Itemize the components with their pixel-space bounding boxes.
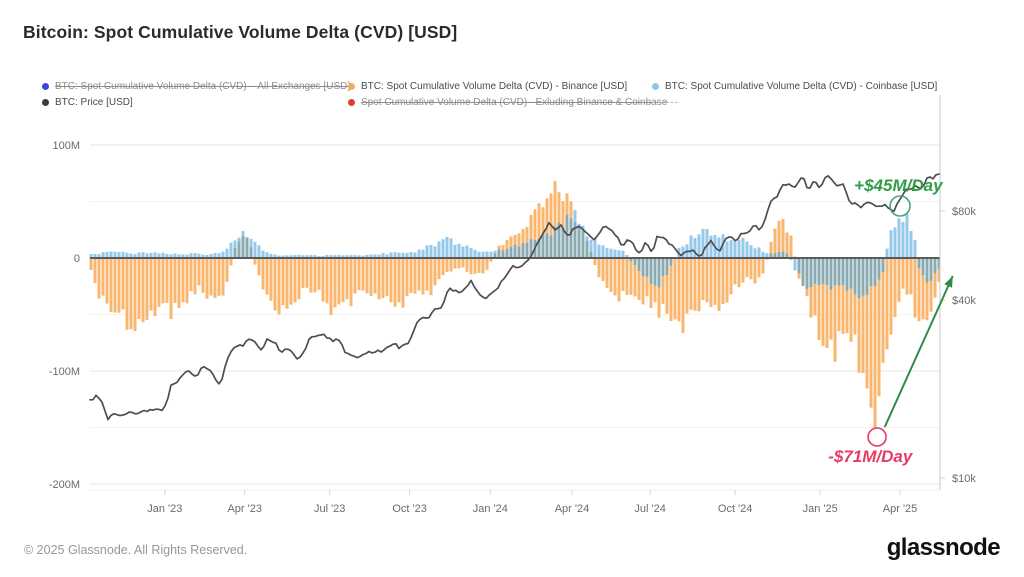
gridlines — [90, 144, 940, 485]
right-axis-label: $40k — [952, 295, 976, 307]
trend-arrow — [883, 275, 954, 428]
coinbase-cvd-bars — [89, 210, 941, 299]
page-title: Bitcoin: Spot Cumulative Volume Delta (C… — [23, 22, 458, 42]
legend-item-hidden-series[interactable] — [652, 95, 678, 109]
annotation-text: +$45M/Day — [854, 176, 944, 195]
annotations: +$45M/Day -$71M/Day — [828, 176, 954, 466]
left-axis-label: 100M — [52, 140, 80, 152]
left-axis-label: 0 — [74, 253, 80, 265]
legend-item-all-exchanges[interactable]: BTC: Spot Cumulative Volume Delta (CVD) … — [42, 79, 350, 93]
x-axis-label: Jan '25 — [803, 503, 838, 515]
legend-item-label: BTC: Spot Cumulative Volume Delta (CVD) … — [361, 80, 628, 92]
legend-item-coinbase[interactable]: BTC: Spot Cumulative Volume Delta (CVD) … — [652, 79, 937, 93]
x-axis-label: Apr '25 — [883, 503, 918, 515]
legend-item-label: BTC: Spot Cumulative Volume Delta (CVD) … — [55, 80, 351, 92]
legend-dot-icon — [42, 98, 49, 106]
x-axis-label: Oct '23 — [392, 503, 427, 515]
legend-item-label: BTC: Spot Cumulative Volume Delta (CVD) … — [665, 80, 938, 92]
axis-labels: 100M 0 -100M -200M $80k $40k $10k Jan '23 Apr '2… — [49, 140, 977, 515]
btc-price-line — [89, 173, 940, 421]
positive-rate-circle — [889, 195, 911, 217]
legend-dot-icon — [348, 98, 355, 106]
x-axis-label: Jan '24 — [473, 503, 508, 515]
right-axis-label: $80k — [952, 206, 976, 218]
binance-cvd-bars — [89, 181, 941, 428]
trend-arrowhead-icon — [944, 276, 953, 288]
legend-item-excluding[interactable]: Spot Cumulative Volume Delta (CVD)– Exlu… — [348, 95, 667, 109]
legend-item-label: Spot Cumulative Volume Delta (CVD)– Exlu… — [361, 96, 668, 108]
right-axis-label: $10k — [952, 473, 976, 485]
x-axis-label: Oct '24 — [718, 503, 753, 515]
x-axis-label: Apr '23 — [227, 503, 262, 515]
legend-dot-icon — [42, 82, 49, 90]
x-axis-label: Jul '24 — [634, 503, 665, 515]
x-axis-label: Apr '24 — [555, 503, 590, 515]
legend-dot-icon — [652, 82, 659, 90]
legend-item-binance[interactable]: BTC: Spot Cumulative Volume Delta (CVD) … — [348, 79, 627, 93]
annotation-text: -$71M/Day — [828, 447, 914, 466]
left-axis-label: -100M — [49, 366, 80, 378]
left-axis-label: -200M — [49, 479, 80, 491]
x-axis-label: Jul '23 — [314, 503, 345, 515]
glassnode-logo: glassnode — [886, 534, 1001, 561]
x-axis-label: Jan '23 — [147, 503, 182, 515]
dashed-line-icon — [652, 101, 678, 103]
negative-peak-circle — [867, 427, 887, 447]
legend-item-price[interactable]: BTC: Price [USD] — [42, 95, 133, 109]
footer-copyright: © 2025 Glassnode. All Rights Reserved. — [24, 543, 248, 557]
legend-item-label: BTC: Price [USD] — [55, 96, 133, 108]
legend-dot-icon — [348, 82, 355, 90]
